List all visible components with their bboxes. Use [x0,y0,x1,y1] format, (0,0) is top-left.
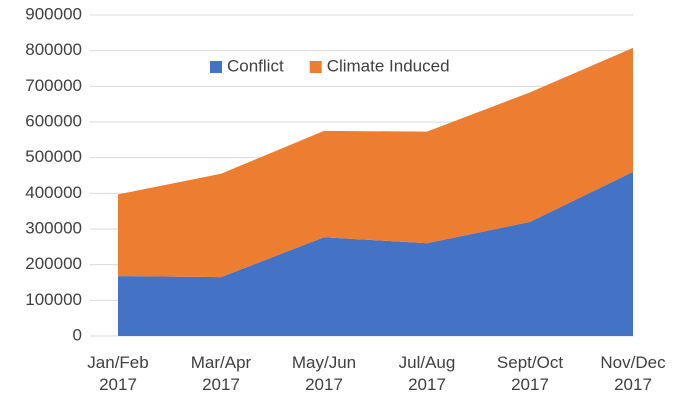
x-tick-label: Mar/Apr 2017 [190,353,252,394]
y-tick-label: 300000 [25,218,82,237]
y-tick-label: 100000 [25,290,82,309]
y-tick-label: 200000 [25,254,82,273]
area [118,171,633,336]
area [118,47,633,278]
x-tick-label: Jan/Feb 2017 [87,353,149,394]
y-tick-label: 0 [73,325,82,344]
y-tick-label: 900000 [25,4,82,23]
y-tick-label: 400000 [25,183,82,202]
x-tick-label: Jul/Aug 2017 [398,353,456,394]
legend-label: Climate Induced [327,56,450,75]
y-tick-label: 500000 [25,147,82,166]
x-tick-label: Sept/Oct 2017 [496,353,564,394]
y-tick-label: 800000 [25,40,82,59]
legend-label: Conflict [227,56,284,75]
legend-swatch [210,61,222,73]
x-tick-label: Nov/Dec 2017 [600,353,666,394]
y-tick-label: 700000 [25,76,82,95]
y-tick-label: 600000 [25,111,82,130]
x-tick-label: May/Jun 2017 [291,353,357,394]
legend-swatch [309,61,322,73]
